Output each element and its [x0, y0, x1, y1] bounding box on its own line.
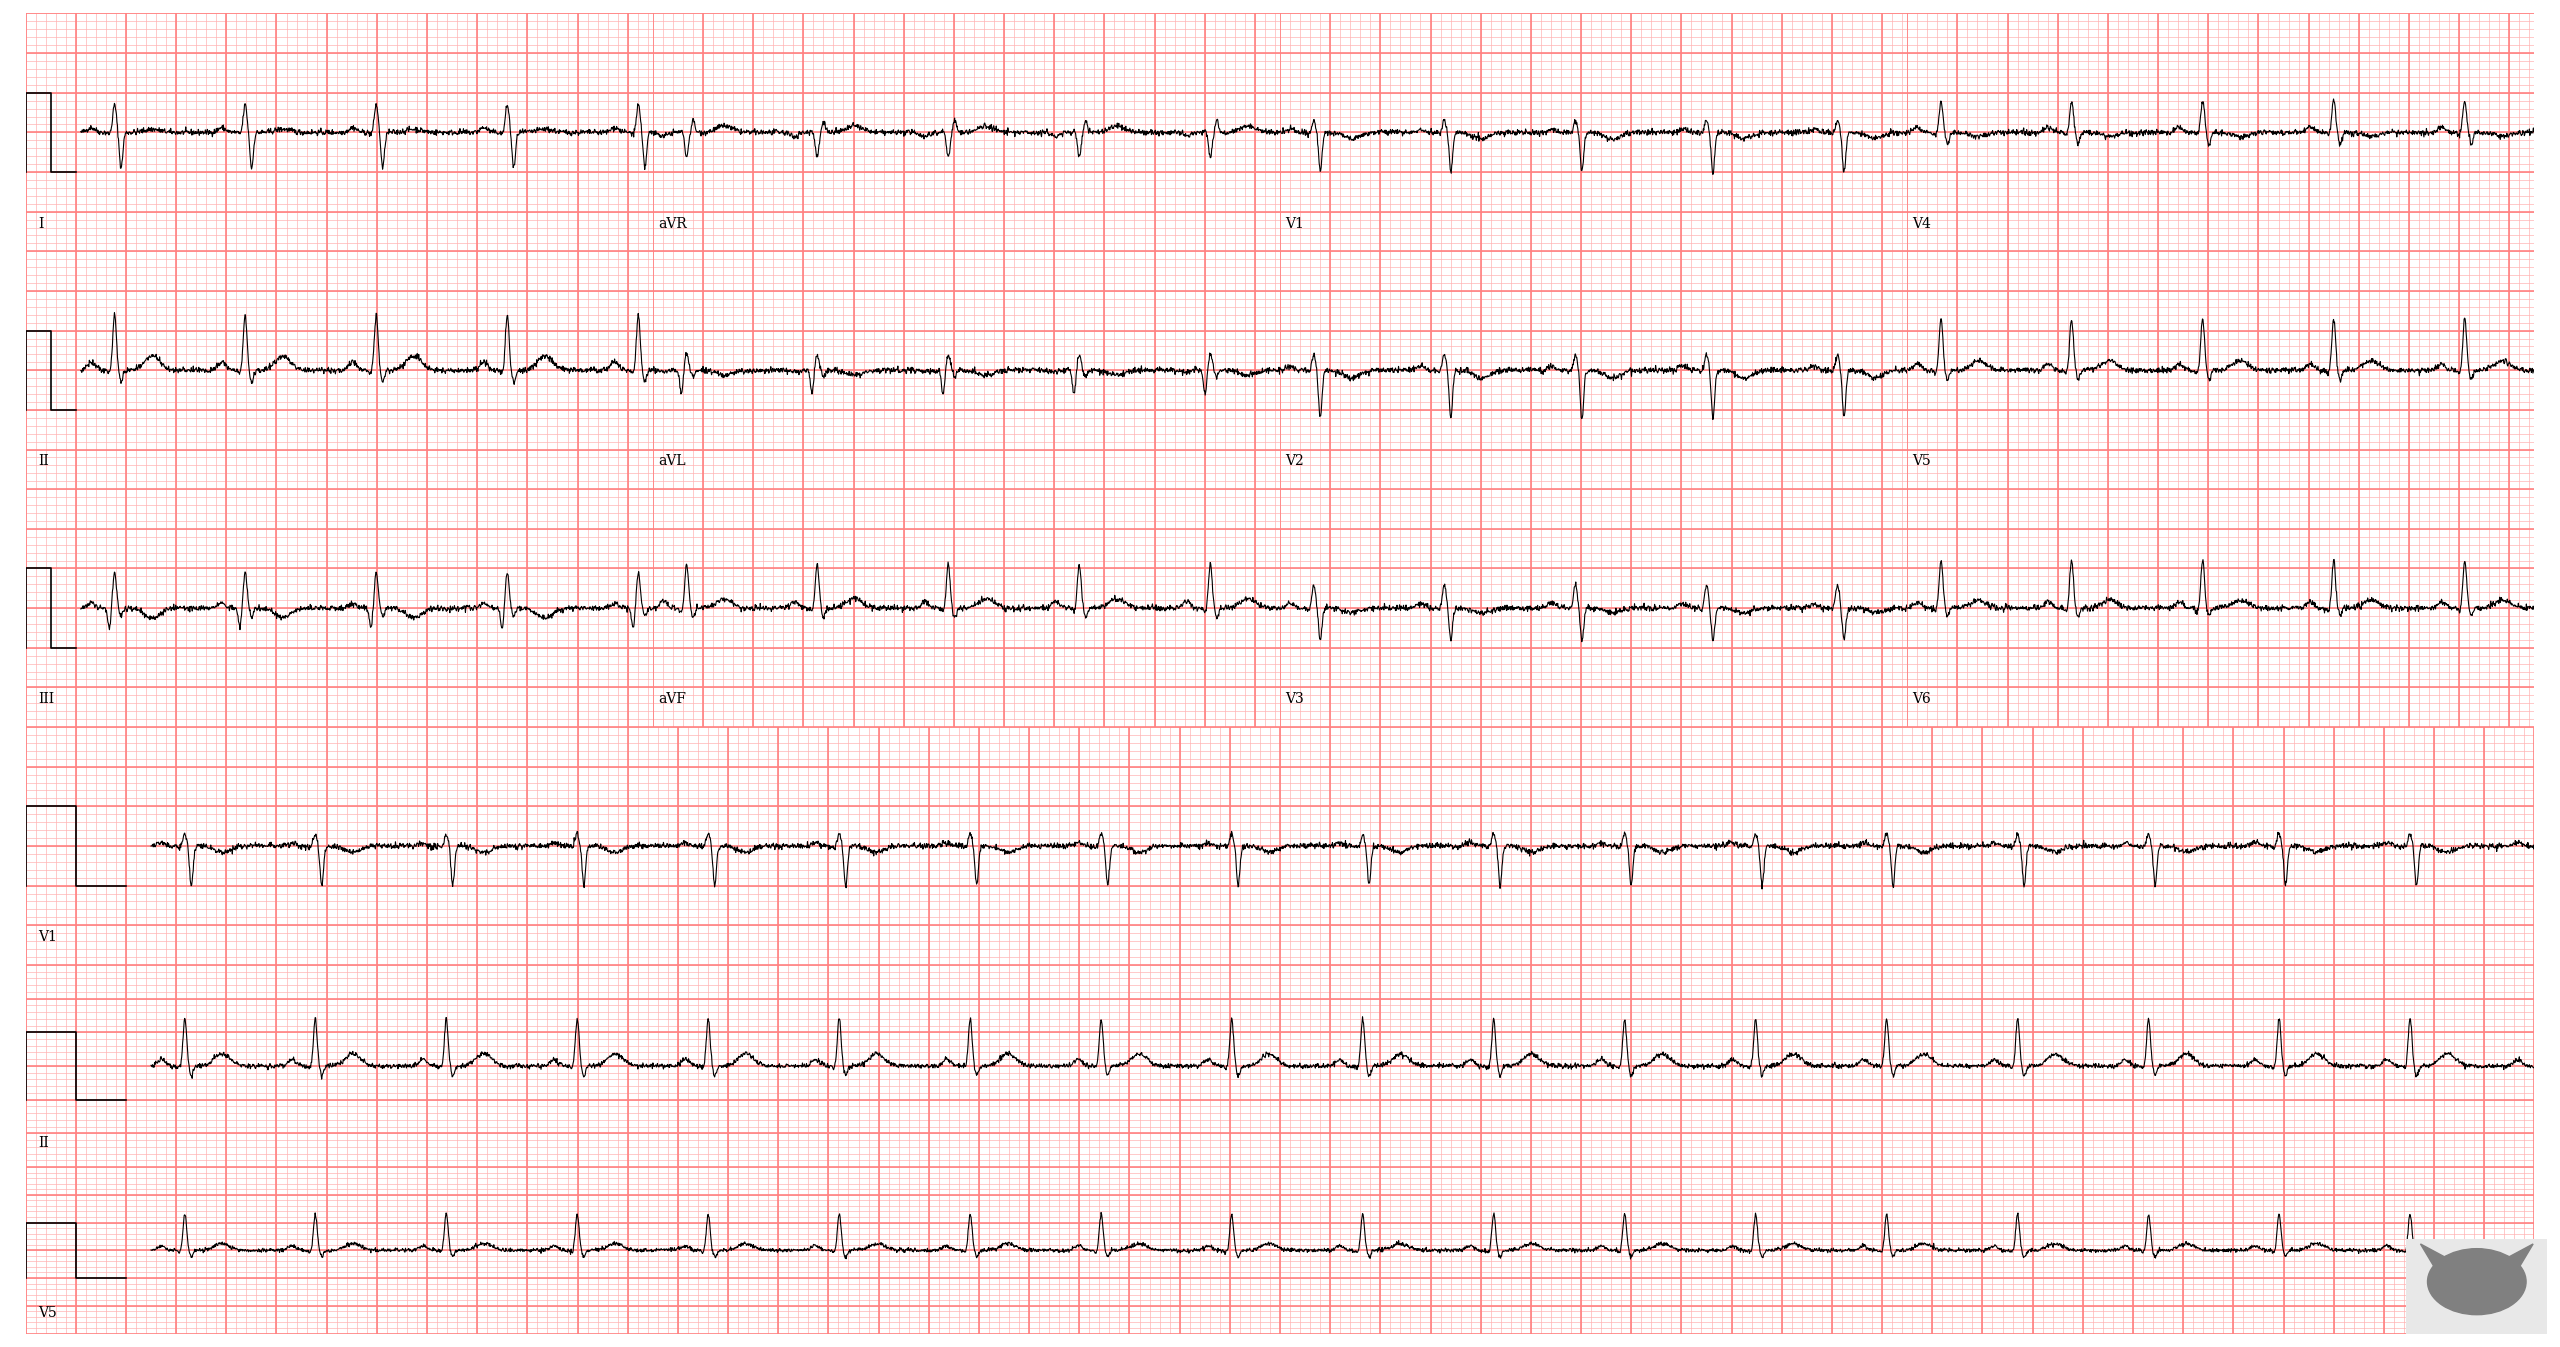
Text: II: II	[38, 1136, 49, 1150]
Text: V2: V2	[1285, 454, 1303, 469]
Circle shape	[2427, 1249, 2527, 1315]
Text: aVR: aVR	[658, 217, 686, 230]
Text: V6: V6	[1912, 692, 1930, 706]
Polygon shape	[2419, 1245, 2455, 1268]
Text: V1: V1	[1285, 217, 1303, 230]
Polygon shape	[2499, 1245, 2534, 1268]
Text: V1: V1	[38, 929, 56, 944]
Text: V3: V3	[1285, 692, 1303, 706]
Text: II: II	[38, 454, 49, 469]
Text: I: I	[38, 217, 44, 230]
Text: V5: V5	[1912, 454, 1930, 469]
Text: aVL: aVL	[658, 454, 686, 469]
Text: V5: V5	[38, 1305, 56, 1320]
Text: III: III	[38, 692, 54, 706]
Text: V4: V4	[1912, 217, 1930, 230]
Text: aVF: aVF	[658, 692, 686, 706]
